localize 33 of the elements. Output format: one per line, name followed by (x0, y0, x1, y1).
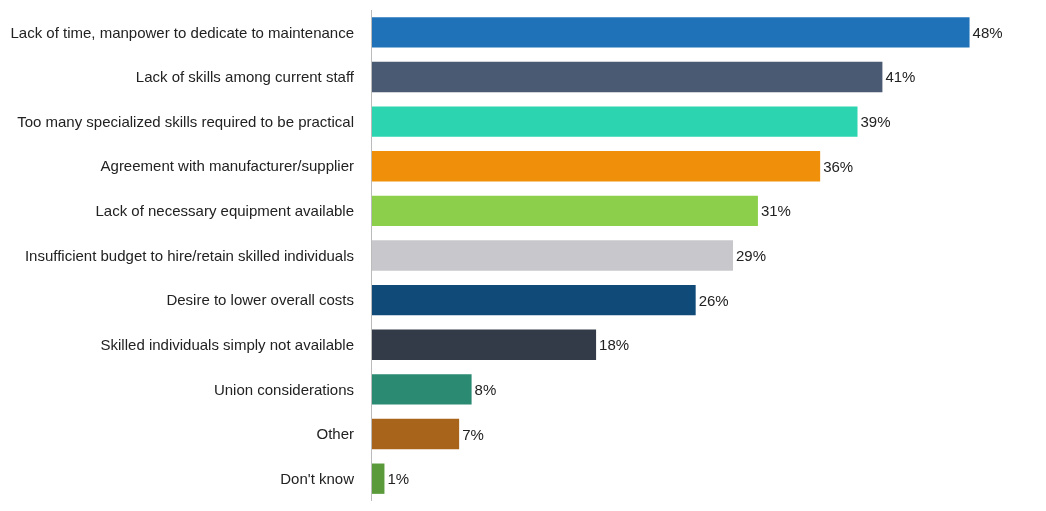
y-tick-label: Union considerations (213, 380, 354, 398)
y-tick-label: Lack of time, manpower to dedicate to maintenance (10, 23, 354, 41)
data-label: 39% (860, 113, 891, 131)
y-tick-label: Other (316, 425, 354, 443)
bar (372, 284, 696, 316)
bar (372, 17, 970, 48)
data-label: 48% (972, 23, 1003, 41)
data-label: 8% (474, 380, 497, 398)
data-label: 18% (599, 336, 630, 354)
y-tick-label: Too many specialized skills required to be practical (17, 112, 354, 130)
y-tick-label: Don't know (280, 469, 355, 487)
data-label: 29% (736, 247, 767, 264)
data-label: 31% (760, 202, 791, 220)
y-tick-label: Insufficient budget to hire/retain skilled individuals (24, 246, 354, 264)
y-tick-label: Lack of skills among current staff (135, 68, 355, 86)
bar (372, 374, 472, 405)
data-label: 7% (462, 425, 484, 443)
bar (372, 329, 597, 360)
bar (372, 240, 734, 271)
y-tick-label: Lack of necessary equipment available (95, 202, 354, 220)
y-tick-label: Skilled individuals simply not available (100, 336, 354, 354)
bar (372, 106, 858, 137)
y-tick-label: Agreement with manufacturer/supplier (100, 157, 354, 175)
data-label: 36% (823, 157, 854, 175)
bar (372, 418, 460, 450)
bar (372, 61, 883, 93)
data-label: 26% (698, 291, 729, 309)
y-tick-label: Desire to lower overall costs (166, 291, 354, 309)
bar (372, 463, 385, 494)
bar (372, 195, 758, 227)
bar (372, 151, 821, 182)
data-label: 41% (885, 68, 916, 86)
data-label: 1% (387, 470, 410, 488)
